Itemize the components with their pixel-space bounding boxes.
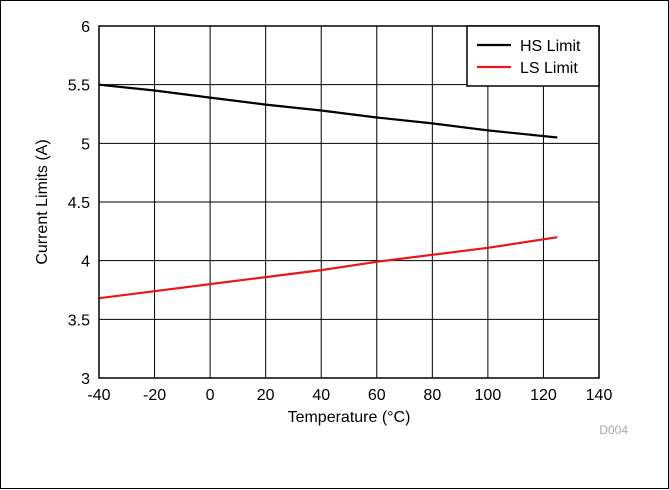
y-tick-label: 4.5 [68,195,90,212]
legend-box [466,25,600,87]
y-tick-labels: 3 3.5 4 4.5 5 5.5 6 [68,19,90,388]
y-tick-label: 5 [81,136,90,153]
x-tick-labels: -40 -20 0 20 40 60 80 100 120 140 [87,387,612,404]
x-axis-label: Temperature (°C) [288,409,411,426]
x-tick-label: -40 [87,387,110,404]
y-axis-label: Current Limits (A) [34,139,51,264]
y-tick-label: 3 [81,371,90,388]
y-tick-label: 5.5 [68,78,90,95]
x-tick-label: 20 [257,387,275,404]
x-tick-label: 100 [475,387,502,404]
y-tick-label: 3.5 [68,312,90,329]
x-tick-label: -20 [143,387,166,404]
figure-id-label: D004 [599,423,628,437]
legend-label: HS Limit [520,38,581,55]
plot-border [98,25,600,379]
y-tick-label: 4 [81,254,90,271]
legend: HS Limit LS Limit [466,25,600,87]
x-tick-label: 60 [368,387,386,404]
x-tick-label: 120 [530,387,557,404]
series-line-1 [98,236,558,300]
x-tick-label: 40 [312,387,330,404]
legend-label: LS Limit [520,60,578,77]
series-line-0 [98,83,558,139]
x-tick-label: 0 [206,387,215,404]
x-tick-label: 80 [423,387,441,404]
y-tick-label: 6 [81,19,90,36]
x-tick-label: 140 [586,387,613,404]
series-lines [98,83,558,300]
